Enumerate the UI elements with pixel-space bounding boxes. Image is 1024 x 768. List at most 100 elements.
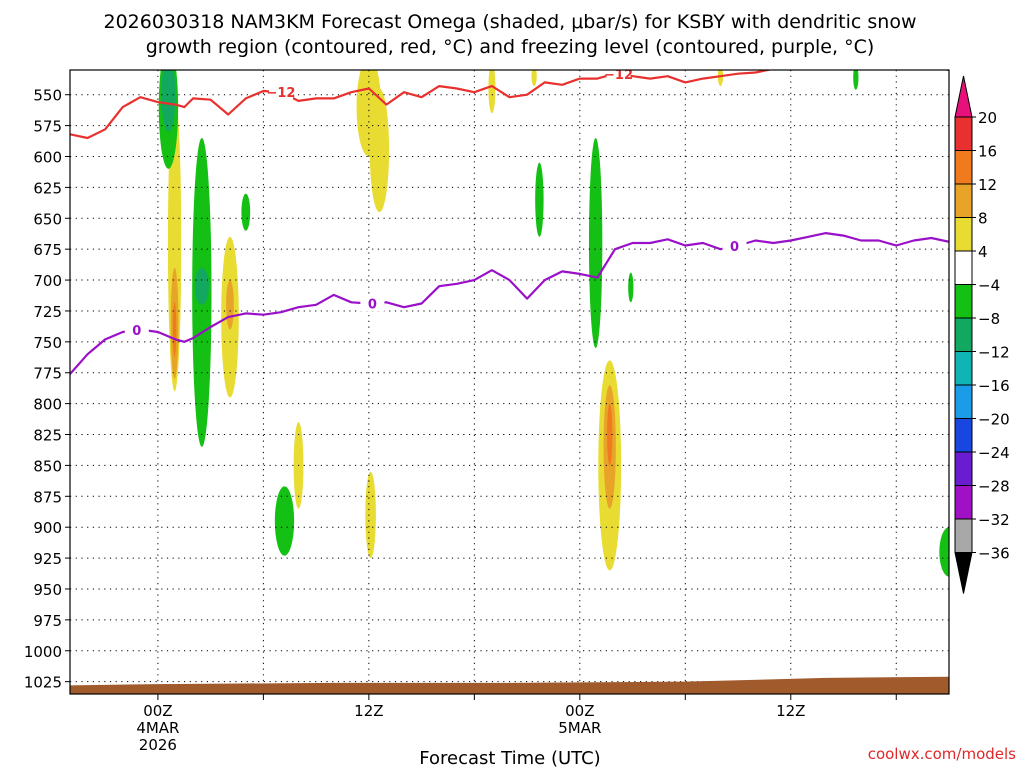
omega-region (535, 162, 544, 237)
terrain (70, 676, 949, 694)
freezing-level-contour-label: 0 (368, 297, 377, 312)
plot-background (70, 70, 949, 694)
colorbar-box (954, 150, 973, 185)
colorbar-tick-label: 12 (978, 176, 997, 194)
freezing-level-contour-label-bg (124, 321, 149, 338)
colorbar: 20 16 12 8 4 −4 −8 −12 −16 −20 −24 −28 −32 −36 (954, 75, 1010, 594)
y-tick-label: 775 (33, 365, 62, 383)
colorbar-tick-label: 20 (978, 109, 997, 127)
omega-region (488, 70, 496, 114)
omega-region (628, 272, 634, 303)
freezing-level-contour-label-bg (722, 238, 747, 255)
y-tick-label: 700 (33, 272, 62, 290)
y-tick-label: 725 (33, 303, 62, 321)
colorbar-tick-label: −28 (978, 478, 1010, 496)
colorbar-tick-label: 8 (978, 210, 988, 228)
plot-border (69, 69, 950, 695)
x-axis-label: Forecast Time (UTC) (419, 748, 600, 768)
colorbar-box (954, 284, 973, 319)
chart-title-line1: 2026030318 NAM3KM Forecast Omega (shaded… (103, 11, 916, 33)
x-tick-label: 4MAR (136, 719, 179, 737)
y-tick-label: 675 (33, 241, 62, 259)
colorbar-box (954, 384, 973, 419)
dgz-contour (70, 70, 949, 140)
colorbar-tick-label: 16 (978, 143, 997, 161)
colorbar-bottom-arrow (954, 552, 973, 594)
omega-region (939, 527, 949, 577)
colorbar-tick-label: −24 (978, 444, 1010, 462)
dgz-contour-label: −12 (266, 86, 295, 101)
y-tick-label: 650 (33, 210, 62, 228)
x-tick-label: 00Z (143, 702, 172, 720)
x-tick-label: 5MAR (558, 719, 601, 737)
omega-region (161, 70, 176, 132)
omega-shading (158, 70, 949, 577)
x-tick-label: 12Z (354, 702, 383, 720)
y-axis: 550 575 600 625 650 675 700 725 750 775 800 825 850 8… (24, 87, 70, 692)
freezing-level-contour-label: 0 (730, 240, 739, 255)
y-tick-label: 875 (33, 488, 62, 506)
freezing-level-contour-label-bg (360, 295, 385, 312)
colorbar-tick-label: −12 (978, 344, 1010, 362)
colorbar-tick-label: −8 (978, 310, 1000, 328)
y-tick-label: 925 (33, 550, 62, 568)
y-tick-label: 950 (33, 581, 62, 599)
colorbar-box (954, 116, 973, 151)
dgz-contour-label: −12 (604, 68, 633, 83)
colorbar-tick-label: −4 (978, 277, 1000, 295)
y-tick-label: 575 (33, 118, 62, 136)
colorbar-box (954, 317, 973, 352)
y-tick-label: 825 (33, 427, 62, 445)
omega-region (853, 70, 859, 90)
colorbar-top-arrow (954, 75, 973, 118)
colorbar-box (954, 183, 973, 218)
y-tick-label: 750 (33, 334, 62, 352)
omega-region (226, 280, 234, 330)
colorbar-box (954, 518, 973, 553)
y-tick-label: 600 (33, 148, 62, 166)
colorbar-box (954, 418, 973, 453)
y-tick-label: 900 (33, 519, 62, 537)
plot-area: −12 −12 0 0 0 (69, 68, 950, 695)
colorbar-box (954, 250, 973, 285)
y-tick-label: 800 (33, 396, 62, 414)
omega-region (588, 137, 603, 349)
omega-region (365, 471, 376, 559)
y-tick-label: 550 (33, 87, 62, 105)
omega-region (241, 193, 251, 231)
omega-region (172, 302, 177, 357)
colorbar-tick-label: −32 (978, 511, 1010, 529)
omega-region (607, 403, 613, 466)
colorbar-box (954, 217, 973, 252)
omega-region (194, 267, 209, 305)
credit-text: coolwx.com/models (868, 745, 1016, 763)
freezing-level-contour (70, 232, 949, 375)
contours: −12 −12 0 0 0 (70, 68, 949, 375)
omega-region (531, 70, 537, 87)
colorbar-tick-label: 4 (978, 243, 988, 261)
dgz-contour-label-bg (268, 84, 293, 101)
colorbar-tick-label: −20 (978, 411, 1010, 429)
freezing-level-contour-label: 0 (132, 324, 141, 339)
y-tick-label: 625 (33, 179, 62, 197)
dgz-contour-label-bg (606, 70, 631, 83)
omega-region (717, 70, 724, 87)
x-tick-label: 12Z (776, 702, 805, 720)
colorbar-tick-label: −36 (978, 545, 1010, 563)
colorbar-box (954, 351, 973, 386)
terrain-fill (70, 676, 949, 694)
y-tick-label: 1000 (24, 643, 62, 661)
omega-region (369, 88, 390, 213)
chart-title-line2: growth region (contoured, red, °C) and f… (146, 36, 875, 58)
x-tick-label: 00Z (565, 702, 594, 720)
colorbar-tick-label: −16 (978, 377, 1010, 395)
y-tick-label: 850 (33, 457, 62, 475)
omega-region (274, 486, 295, 556)
x-tick-label: 2026 (139, 736, 177, 754)
y-tick-label: 1025 (24, 674, 62, 692)
colorbar-box (954, 485, 973, 520)
grid-lines (70, 70, 949, 694)
colorbar-box (954, 451, 973, 486)
